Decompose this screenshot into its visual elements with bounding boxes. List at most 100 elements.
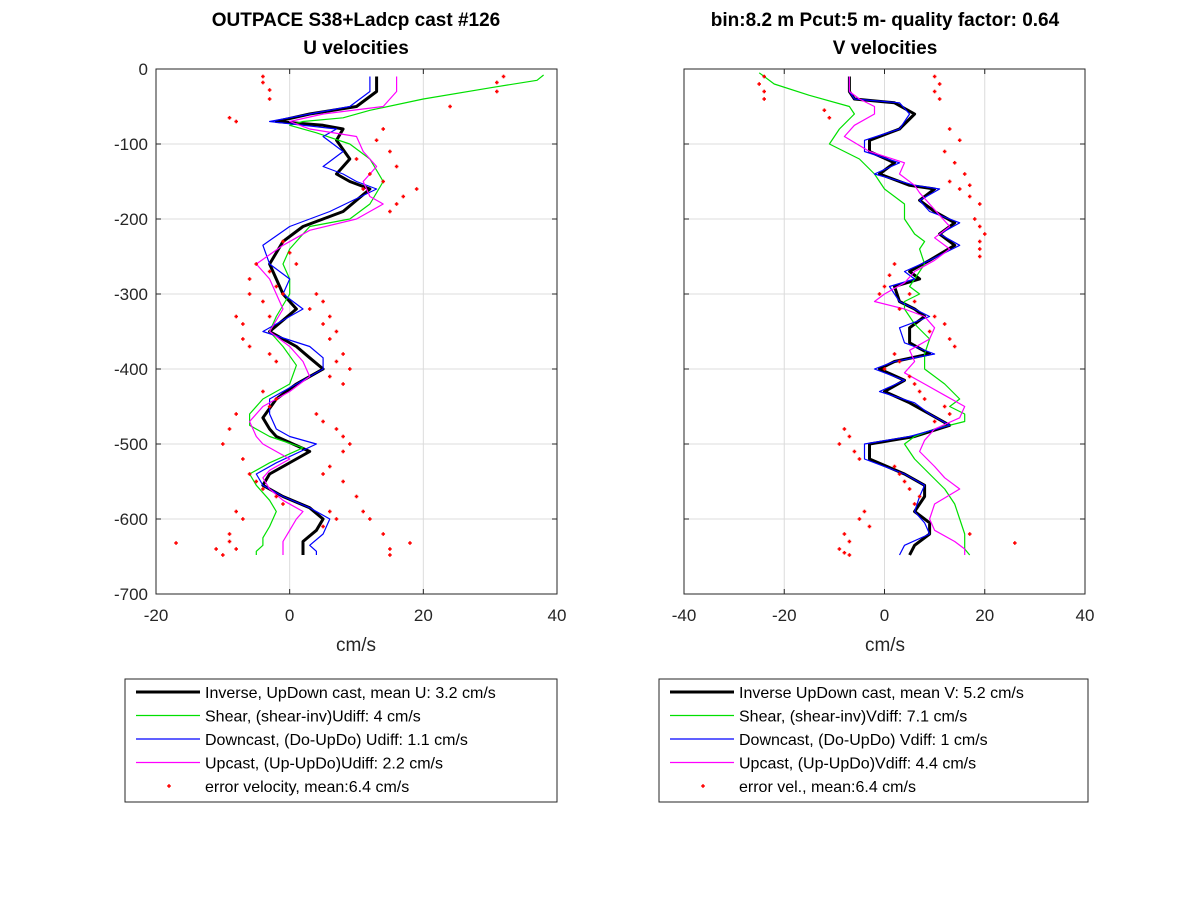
legend-item: Upcast, (Up-UpDo)Vdiff: 4.4 cm/s [670, 756, 976, 773]
error-point [977, 247, 982, 251]
error-point [842, 427, 847, 431]
error-point [227, 539, 232, 544]
error-point [932, 314, 937, 319]
error-point [932, 74, 937, 79]
error-point [267, 97, 272, 101]
error-point [902, 479, 907, 484]
error-point [401, 194, 406, 199]
error-point [247, 344, 252, 349]
error-point [234, 314, 238, 319]
error-point [334, 329, 339, 334]
axis-ticks: -40 -20 0 20 40 [672, 68, 1094, 625]
error-point [917, 389, 922, 394]
legend-item: Downcast, (Do-UpDo) Vdiff: 1 cm/s [670, 732, 988, 749]
legend-label: Downcast, (Do-UpDo) Udiff: 1.1 cm/s [205, 732, 468, 749]
error-point [942, 322, 947, 326]
error-point [837, 547, 842, 551]
error-point [241, 322, 245, 326]
error-point [977, 254, 982, 259]
legend-item: Downcast, (Do-UpDo) Udiff: 1.1 cm/s [136, 732, 468, 749]
error-point [241, 337, 245, 341]
error-point [374, 138, 379, 143]
error-point [267, 352, 272, 356]
u-velocity-panel: OUTPACE S38+Ladcp cast #126 U velocities… [114, 10, 567, 803]
error-point [341, 434, 345, 439]
y-tick-label: -600 [114, 510, 148, 529]
error-point [967, 194, 972, 199]
error-point [261, 80, 265, 85]
error-point [314, 292, 319, 296]
error-point [221, 553, 225, 557]
error-point [414, 187, 419, 191]
error-point [932, 419, 937, 424]
error-point [887, 273, 892, 278]
error-point [227, 532, 232, 536]
legend-label: Downcast, (Do-UpDo) Vdiff: 1 cm/s [739, 732, 988, 749]
error-point [857, 517, 862, 521]
error-point [882, 367, 887, 371]
error-point [348, 367, 352, 371]
error-point [947, 179, 952, 184]
error-point [947, 127, 952, 131]
error-point [261, 74, 265, 79]
error-point [937, 82, 942, 86]
error-point [842, 532, 847, 536]
error-point [281, 502, 285, 506]
error-point [862, 509, 867, 514]
error-point [261, 487, 265, 491]
error-point [937, 97, 942, 101]
chart-subtitle: U velocities [303, 38, 409, 59]
error-point [977, 239, 982, 244]
chart-subtitle: V velocities [833, 38, 938, 59]
error-point [274, 284, 279, 289]
error-point [341, 449, 345, 454]
error-point [234, 509, 238, 514]
error-point [334, 427, 339, 431]
error-point [877, 292, 882, 296]
error-point [495, 80, 499, 85]
error-point [261, 299, 265, 304]
error-point [1013, 541, 1017, 545]
error-point [977, 224, 982, 229]
series-shear-line [249, 74, 544, 555]
error-point [341, 479, 345, 484]
error-point [827, 115, 832, 120]
x-tick-label: 20 [414, 606, 433, 625]
error-point [947, 337, 952, 341]
legend-item: Shear, (shear-inv)Vdiff: 7.1 cm/s [670, 709, 967, 726]
error-point [448, 104, 452, 109]
error-point [321, 472, 325, 476]
error-point [348, 442, 352, 446]
error-point [388, 553, 392, 557]
error-point [241, 457, 245, 461]
error-point [314, 412, 319, 416]
axes-frame [155, 68, 558, 595]
error-point [341, 382, 345, 386]
error-point [897, 307, 902, 311]
error-point [334, 517, 339, 521]
error-point [381, 532, 386, 536]
error-point [852, 449, 857, 454]
error-point [757, 82, 761, 86]
error-point [221, 442, 225, 446]
error-point [882, 284, 887, 289]
legend-label: Inverse UpDown cast, mean V: 5.2 cm/s [739, 685, 1024, 702]
error-point [388, 149, 392, 154]
error-point [501, 74, 506, 79]
error-point [762, 74, 766, 79]
x-tick-label: 20 [975, 606, 994, 625]
y-tick-label: -200 [114, 210, 148, 229]
error-point [241, 517, 245, 521]
x-tick-label: 40 [548, 606, 567, 625]
error-point [294, 262, 299, 266]
series-downcast-line [255, 76, 378, 555]
error-point [394, 202, 399, 206]
error-point [341, 352, 345, 356]
error-point [847, 434, 852, 439]
error-point [381, 179, 386, 184]
error-point [254, 262, 259, 266]
error-point [957, 138, 962, 143]
error-point [274, 397, 279, 401]
error-point [952, 344, 957, 349]
error-point [388, 209, 392, 214]
